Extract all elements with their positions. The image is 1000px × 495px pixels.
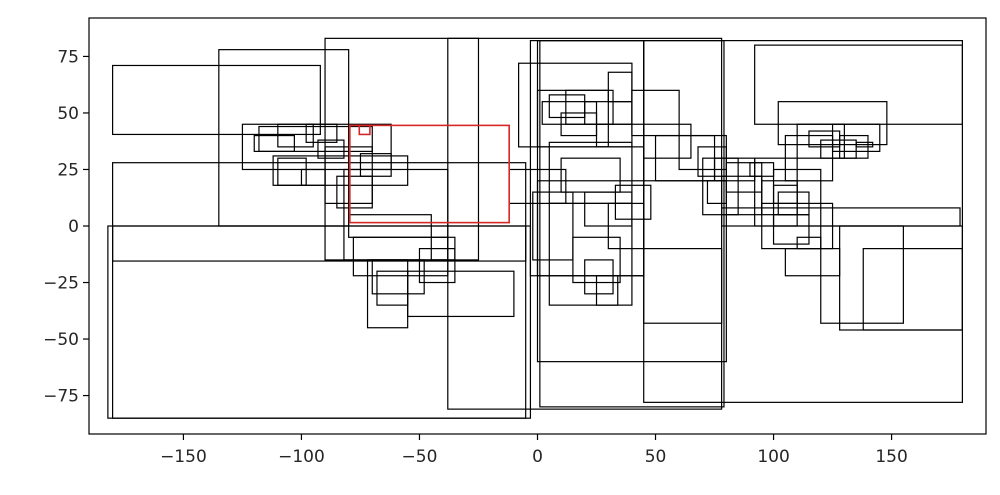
- bounding-box: [418, 248, 456, 284]
- bounding-box: [352, 236, 449, 277]
- x-tick-label: 100: [757, 447, 789, 467]
- y-tick-label: −25: [43, 274, 79, 294]
- y-tick-label: 25: [57, 160, 79, 180]
- x-tick-label: 50: [645, 447, 667, 467]
- x-axis: −150 −100 −50 0 50 100 150: [160, 434, 908, 467]
- bounding-box: [407, 270, 515, 318]
- boxes-layer: [107, 37, 964, 419]
- bounding-box: [643, 248, 723, 324]
- bounding-box: [359, 153, 392, 177]
- bounding-box: [820, 225, 904, 324]
- highlighted-boxes-layer: [349, 124, 510, 224]
- y-tick-label: 75: [57, 47, 79, 67]
- y-tick-label: −75: [43, 387, 79, 407]
- bounding-box: [277, 157, 307, 186]
- bounding-box: [784, 248, 841, 277]
- bounding-box: [317, 139, 345, 159]
- bounding-box: [532, 191, 574, 261]
- bounding-box: [336, 175, 373, 209]
- highlighted-box: [349, 124, 510, 224]
- bounding-box: [112, 64, 321, 136]
- bounding-box: [277, 123, 314, 148]
- y-tick-label: −50: [43, 330, 79, 350]
- x-tick-label: 0: [532, 447, 543, 467]
- bounding-box: [218, 49, 350, 227]
- bounding-box: [430, 236, 456, 261]
- bounding-box: [607, 202, 645, 250]
- highlighted-box: [358, 124, 371, 136]
- bounding-box: [607, 71, 633, 103]
- y-tick-label: 0: [68, 217, 79, 237]
- bounding-box: [324, 146, 373, 204]
- bounding-box: [614, 184, 652, 220]
- bounding-box: [721, 175, 763, 216]
- bounding-box: [258, 125, 373, 152]
- bounding-box: [305, 123, 338, 143]
- bounding-box: [584, 259, 614, 295]
- bounding-box: [855, 141, 874, 148]
- bounding-box: [595, 275, 619, 306]
- x-tick-label: −50: [402, 447, 438, 467]
- bounding-box: [697, 146, 727, 177]
- y-tick-label: 50: [57, 104, 79, 124]
- bounding-box: [772, 168, 822, 227]
- bounding-box: [253, 134, 295, 153]
- x-tick-label: 150: [875, 447, 907, 467]
- x-tick-label: −100: [278, 447, 325, 467]
- bounding-box: [643, 123, 692, 159]
- bounding-box: [548, 141, 633, 204]
- bounding-box: [831, 123, 881, 152]
- x-tick-label: −150: [160, 447, 207, 467]
- bounding-box: [371, 259, 425, 295]
- bounding-box: [272, 155, 409, 186]
- bounding-box: [862, 248, 963, 331]
- bounding-box: [820, 139, 857, 159]
- y-axis: −75 −50 −25 0 25 50 75: [43, 47, 89, 407]
- bounding-box: [112, 162, 527, 262]
- bounding-box: [772, 214, 810, 245]
